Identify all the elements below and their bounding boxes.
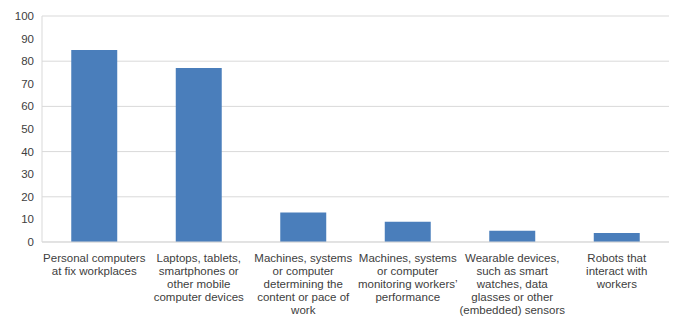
svg-text:Machines, systemsor computerde: Machines, systemsor computerdetermining … (254, 252, 352, 316)
svg-text:10: 10 (21, 213, 34, 225)
svg-text:60: 60 (21, 100, 34, 112)
svg-text:70: 70 (21, 78, 34, 90)
svg-text:20: 20 (21, 191, 34, 203)
svg-text:0: 0 (28, 236, 34, 248)
svg-text:Robots thatinteract withworker: Robots thatinteract withworkers (586, 252, 647, 290)
svg-text:Personal computersat fix workp: Personal computersat fix workplaces (43, 252, 146, 277)
svg-text:Wearable devices,such as smart: Wearable devices,such as smartwatches, d… (460, 252, 566, 316)
svg-text:80: 80 (21, 55, 34, 67)
svg-text:Machines, systemsor computermo: Machines, systemsor computermonitoring w… (358, 252, 458, 303)
svg-text:30: 30 (21, 168, 34, 180)
svg-text:40: 40 (21, 146, 34, 158)
svg-text:50: 50 (21, 123, 34, 135)
svg-text:Laptops, tablets,smartphones o: Laptops, tablets,smartphones orother mob… (154, 252, 244, 303)
svg-text:100: 100 (15, 10, 34, 22)
svg-text:90: 90 (21, 33, 34, 45)
